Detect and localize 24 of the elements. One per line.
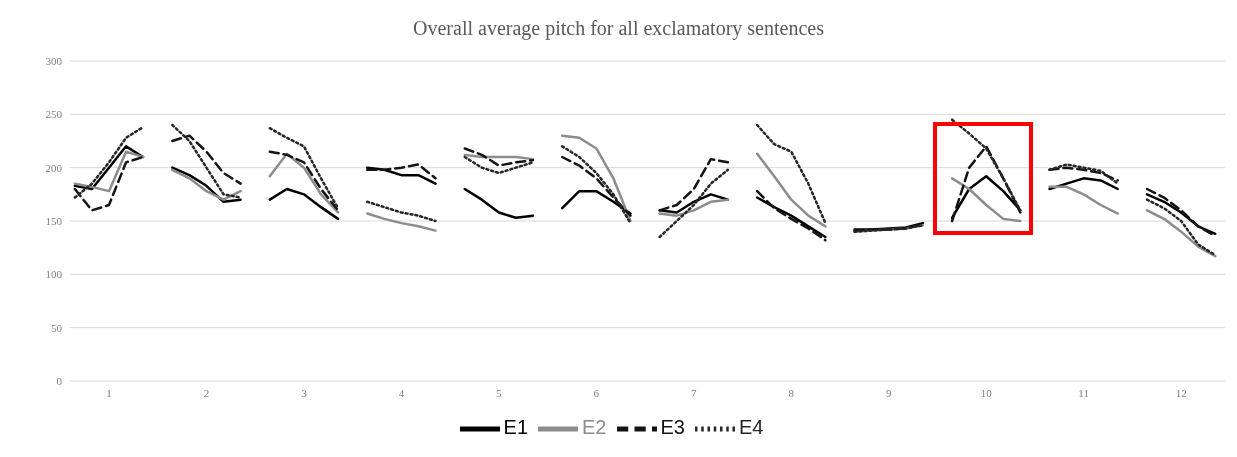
x-tick-label: 11 xyxy=(1078,386,1089,399)
x-tick-label: 4 xyxy=(398,386,405,399)
y-tick-label: 0 xyxy=(56,374,63,387)
y-tick-label: 100 xyxy=(45,268,63,281)
legend-label: E3 xyxy=(660,416,685,439)
y-tick-label: 150 xyxy=(45,214,63,227)
x-tick-label: 7 xyxy=(691,386,698,399)
x-tick-label: 2 xyxy=(203,386,210,399)
x-tick-label: 6 xyxy=(593,386,600,399)
legend-label: E1 xyxy=(503,416,529,439)
chart-title: Overall average pitch for all exclamatory sentences xyxy=(412,16,825,42)
x-tick-label: 8 xyxy=(788,386,795,399)
x-tick-label: 9 xyxy=(885,386,892,399)
y-tick-label: 300 xyxy=(45,54,63,67)
legend-label: E4 xyxy=(738,416,764,439)
y-tick-label: 50 xyxy=(51,321,63,334)
legend-label: E2 xyxy=(582,416,607,439)
x-tick-label: 5 xyxy=(496,386,503,399)
x-tick-label: 12 xyxy=(1175,386,1187,399)
y-tick-label: 250 xyxy=(45,108,63,121)
x-tick-label: 10 xyxy=(980,386,993,399)
x-tick-label: 1 xyxy=(106,386,112,399)
x-tick-label: 3 xyxy=(301,386,308,399)
y-tick-label: 200 xyxy=(45,161,63,174)
